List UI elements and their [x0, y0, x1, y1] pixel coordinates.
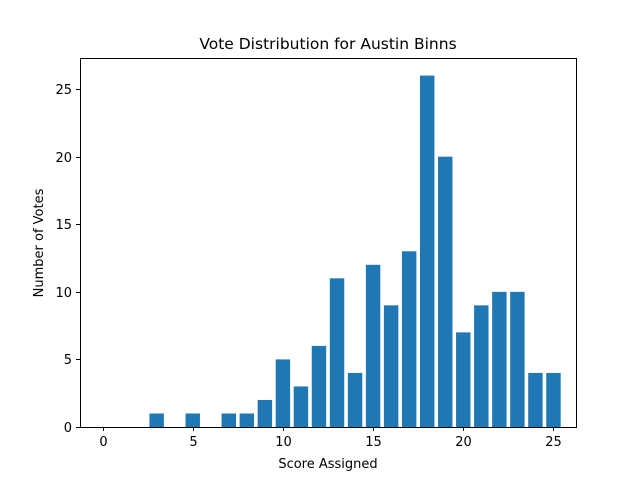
y-tick-label: 15 — [55, 218, 72, 233]
bar-score-15 — [365, 264, 381, 427]
x-tick-label: 15 — [365, 435, 382, 450]
x-tick-label: 5 — [189, 435, 197, 450]
x-tick-label: 20 — [455, 435, 472, 450]
bar-score-9 — [257, 399, 273, 427]
y-tick-label: 20 — [55, 151, 72, 166]
bar-score-16 — [383, 305, 399, 427]
y-tick-label: 0 — [64, 421, 72, 436]
bar-score-24 — [528, 372, 543, 427]
x-tick-label: 10 — [275, 435, 292, 450]
bar-score-12 — [311, 345, 327, 427]
bar-score-7 — [221, 413, 237, 427]
bar-score-25 — [546, 372, 561, 427]
chart-title: Vote Distribution for Austin Binns — [199, 35, 456, 53]
bar-score-18 — [419, 75, 435, 428]
bar-score-3 — [149, 413, 164, 427]
y-axis-ticks: 0 5 10 15 20 25 — [55, 83, 80, 436]
bar-score-19 — [438, 156, 453, 427]
x-tick-label: 0 — [99, 435, 107, 450]
bar-score-8 — [239, 413, 255, 427]
bar-score-22 — [492, 291, 507, 427]
x-tick-label: 25 — [545, 435, 562, 450]
bar-score-5 — [185, 413, 200, 427]
x-axis-label: Score Assigned — [278, 457, 377, 472]
y-tick-label: 10 — [55, 286, 72, 301]
bar-score-23 — [510, 291, 525, 427]
bar-score-11 — [293, 386, 309, 427]
bar-score-13 — [329, 278, 345, 427]
bar-score-20 — [456, 332, 471, 427]
bar-score-17 — [401, 251, 417, 427]
y-tick-label: 5 — [64, 353, 72, 368]
plot-frame — [80, 58, 577, 428]
bar-score-10 — [275, 359, 291, 427]
bar-score-21 — [474, 305, 489, 427]
y-tick-label: 25 — [55, 83, 72, 98]
x-axis-ticks: 0 5 10 15 20 25 — [99, 427, 562, 450]
bar-score-14 — [347, 372, 363, 427]
y-axis-label: Number of Votes — [32, 188, 47, 297]
bars — [149, 75, 561, 428]
